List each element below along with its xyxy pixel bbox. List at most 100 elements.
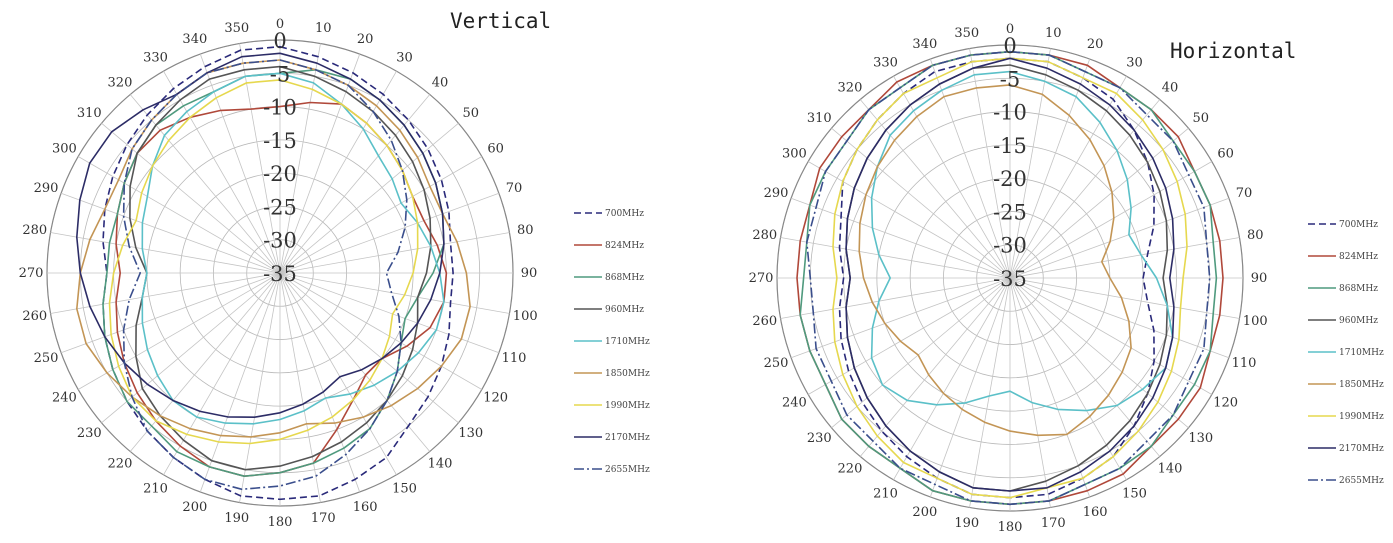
- legend-label: 1850MHz: [1339, 380, 1384, 390]
- angle-tick-label: 110: [1232, 356, 1257, 371]
- grid-spoke: [279, 94, 431, 274]
- grid-spoke: [929, 58, 1011, 279]
- angle-tick-label: 280: [22, 223, 47, 238]
- grid-spoke: [279, 192, 500, 274]
- grid-spoke: [129, 272, 281, 452]
- radial-tick-label: -15: [263, 129, 297, 153]
- angle-tick-label: 20: [357, 32, 374, 47]
- grid-spoke: [279, 53, 361, 274]
- grid-spoke: [279, 272, 397, 475]
- angle-tick-label: 290: [764, 186, 789, 201]
- angle-tick-label: 270: [749, 271, 774, 286]
- angle-tick-label: 30: [396, 50, 413, 65]
- angle-tick-label: 10: [1045, 26, 1062, 41]
- legend-label: 1710MHz: [605, 337, 650, 347]
- angle-tick-label: 310: [77, 106, 102, 121]
- radial-tick-label: -20: [263, 162, 297, 186]
- grid-spoke: [1009, 48, 1051, 279]
- radial-tick-label: 0: [273, 29, 286, 53]
- grid-spoke: [969, 277, 1011, 508]
- angle-tick-label: 170: [1041, 516, 1066, 531]
- grid-spoke: [239, 43, 281, 274]
- legend-label: 2655MHz: [1339, 476, 1384, 486]
- series-line-1990mhz: [832, 57, 1188, 499]
- legend-label: 960MHz: [605, 305, 644, 315]
- angle-tick-label: 160: [353, 500, 378, 515]
- grid-spoke: [1009, 277, 1189, 429]
- legend-label: 2170MHz: [1339, 444, 1384, 454]
- angle-tick-label: 150: [1122, 487, 1147, 502]
- angle-tick-label: 40: [1162, 80, 1179, 95]
- angle-tick-label: 180: [998, 520, 1023, 535]
- grid-spoke: [780, 237, 1011, 279]
- legend-label: 1710MHz: [1339, 348, 1384, 358]
- series-line-1710mhz: [141, 72, 445, 425]
- grid-spoke: [101, 122, 281, 274]
- radial-tick-label: -15: [993, 134, 1027, 158]
- angle-tick-label: 80: [517, 223, 534, 238]
- angle-tick-label: 190: [954, 516, 979, 531]
- angle-tick-label: 80: [1247, 228, 1264, 243]
- series-line-2170mhz: [845, 57, 1175, 492]
- grid-spoke: [60, 272, 281, 354]
- radial-tick-label: -10: [993, 101, 1027, 125]
- series-line-700mhz: [102, 45, 454, 501]
- grid-spoke: [199, 272, 281, 493]
- angle-tick-label: 0: [1006, 22, 1014, 37]
- grid-spoke: [279, 272, 361, 493]
- grid-spoke: [929, 277, 1011, 498]
- grid-spoke: [1009, 161, 1212, 279]
- angle-tick-label: 0: [276, 17, 284, 32]
- grid-spoke: [279, 272, 510, 314]
- angle-tick-label: 100: [1243, 314, 1268, 329]
- angle-tick-label: 110: [502, 351, 527, 366]
- angle-tick-label: 210: [143, 482, 168, 497]
- angle-tick-label: 310: [807, 111, 832, 126]
- angle-tick-label: 170: [311, 511, 336, 526]
- radial-tick-label: -35: [993, 267, 1027, 291]
- angle-tick-label: 40: [432, 75, 449, 90]
- angle-tick-label: 260: [22, 309, 47, 324]
- series-line-1850mhz: [76, 59, 471, 438]
- grid-spoke: [101, 272, 281, 424]
- legend-label: 1990MHz: [605, 401, 650, 411]
- series-line-2655mhz: [122, 59, 408, 491]
- grid-spoke: [790, 197, 1011, 279]
- grid-spoke: [1009, 277, 1230, 359]
- angle-tick-label: 240: [782, 396, 807, 411]
- grid-spoke: [60, 192, 281, 274]
- angle-tick-label: 60: [487, 142, 504, 157]
- angle-tick-label: 190: [224, 511, 249, 526]
- grid-spoke: [969, 48, 1011, 279]
- grid-spoke: [893, 76, 1011, 279]
- grid-spoke: [279, 232, 510, 274]
- chart-title: Horizontal: [1170, 39, 1296, 63]
- legend-label: 824MHz: [605, 241, 644, 251]
- radial-tick-label: -30: [263, 229, 297, 253]
- grid-spoke: [1009, 277, 1212, 395]
- angle-tick-label: 240: [52, 391, 77, 406]
- grid-spoke: [1009, 277, 1091, 498]
- legend-label: 700MHz: [1339, 220, 1378, 230]
- grid-spoke: [1009, 277, 1161, 457]
- series-line-2655mhz: [805, 50, 1211, 506]
- polar-grid: [46, 39, 514, 507]
- grid-spoke: [1009, 277, 1127, 480]
- grid-spoke: [279, 156, 482, 274]
- angle-tick-label: 340: [912, 37, 937, 52]
- grid-spoke: [1009, 237, 1240, 279]
- grid-spoke: [808, 161, 1011, 279]
- angle-tick-label: 90: [521, 266, 538, 281]
- grid-spoke: [279, 272, 482, 390]
- legend-label: 2655MHz: [605, 465, 650, 475]
- grid-spoke: [129, 94, 281, 274]
- grid-spoke: [1009, 277, 1240, 319]
- grid-spoke: [78, 272, 281, 390]
- grid-spoke: [1009, 76, 1127, 279]
- angle-tick-label: 100: [513, 309, 538, 324]
- angle-tick-label: 300: [782, 147, 807, 162]
- grid-spoke: [1009, 277, 1051, 508]
- angle-tick-label: 250: [764, 356, 789, 371]
